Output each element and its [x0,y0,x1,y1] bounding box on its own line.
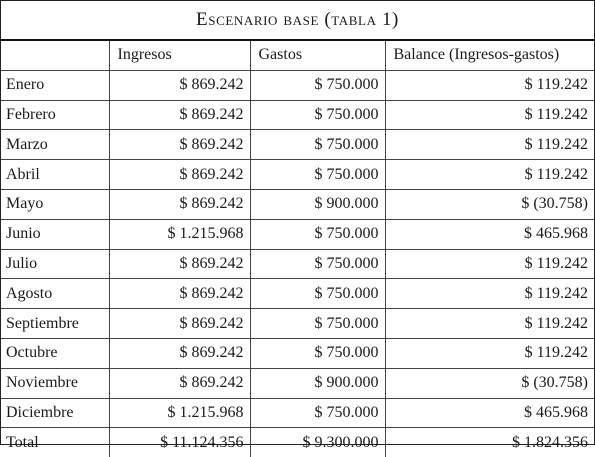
row-balance-cell: $ 119.242 [384,70,594,101]
header-balance: Balance (Ingresos-gastos) [384,41,594,71]
row-gastos-cell: $ 750.000 [249,219,385,250]
table-row: Agosto $ 869.242 $ 750.000 $ 119.242 [1,278,594,310]
header-gastos: Gastos [249,41,385,71]
table-row: Octubre $ 869.242 $ 750.000 $ 119.242 [1,338,594,369]
table-row: Junio $ 1.215.968 $ 750.000 $ 465.968 [1,219,594,250]
row-month-cell: Octubre [1,338,109,369]
row-ingresos-cell: $ 869.242 [108,189,250,220]
row-month-cell: Mayo [1,189,109,220]
row-ingresos-cell: $ 869.242 [108,338,250,369]
row-balance-cell: $ 119.242 [384,159,594,190]
table-row: Diciembre $ 1.215.968 $ 750.000 $ 465.968 [1,398,594,429]
row-ingresos-cell: $ 1.215.968 [108,219,250,250]
table-row: Septiembre $ 869.242 $ 750.000 $ 119.242 [1,308,594,339]
row-ingresos-cell: $ 1.215.968 [108,398,250,429]
row-month-cell: Julio [1,249,109,280]
row-month-cell: Noviembre [1,368,109,399]
row-ingresos-cell: $ 869.242 [108,100,250,131]
row-month-cell: Septiembre [1,308,109,339]
row-balance-cell: $ 119.242 [384,249,594,280]
row-gastos-cell: $ 750.000 [249,129,385,161]
row-balance-cell: $ (30.758) [384,368,594,399]
row-gastos-cell: $ 750.000 [249,338,385,369]
table-row: Julio $ 869.242 $ 750.000 $ 119.242 [1,249,594,280]
header-ingresos: Ingresos [108,41,250,71]
budget-table: Ingresos Gastos Balance (Ingresos-gastos… [1,41,594,457]
header-row: Ingresos Gastos Balance (Ingresos-gastos… [1,41,594,71]
row-month-cell: Agosto [1,278,109,310]
row-month-cell: Enero [1,70,109,101]
row-ingresos-cell: $ 869.242 [108,129,250,161]
row-gastos-cell: $ 750.000 [249,278,385,310]
row-balance-cell: $ 119.242 [384,129,594,161]
table-row: Enero $ 869.242 $ 750.000 $ 119.242 [1,70,594,101]
row-gastos-cell: $ 900.000 [249,189,385,220]
row-gastos-cell: $ 900.000 [249,368,385,399]
row-month-cell: Junio [1,219,109,250]
row-gastos-cell: $ 750.000 [249,70,385,101]
row-month-cell: Abril [1,159,109,190]
row-month-cell: Diciembre [1,398,109,429]
table-title: Escenario base (tabla 1) [1,1,594,41]
row-month-cell: Total [6,433,39,451]
row-ingresos-cell: $ 869.242 [108,278,250,310]
row-gastos-cell: $ 750.000 [249,159,385,190]
table-row: Marzo $ 869.242 $ 750.000 $ 119.242 [1,129,594,161]
header-month [1,41,109,71]
table-row: Mayo $ 869.242 $ 900.000 $ (30.758) [1,189,594,220]
table-row: Abril $ 869.242 $ 750.000 $ 119.242 [1,159,594,190]
row-ingresos-cell: $ 869.242 [108,70,250,101]
row-gastos-cell: $ 750.000 [249,308,385,339]
row-balance-cell: $ 119.242 [384,338,594,369]
row-ingresos-cell: $ 869.242 [108,249,250,280]
row-balance-cell: $ 465.968 [384,398,594,429]
row-gastos-cell: $ 750.000 [249,398,385,429]
row-gastos-cell: $ 750.000 [249,249,385,280]
row-balance-cell: $ 119.242 [384,100,594,131]
row-ingresos-cell: $ 869.242 [108,159,250,190]
row-balance-cell: $ 1.824.356 [384,427,594,457]
table-row: Febrero $ 869.242 $ 750.000 $ 119.242 [1,100,594,131]
row-ingresos-cell: $ 869.242 [108,308,250,339]
row-balance-cell: $ 119.242 [384,308,594,339]
row-balance-cell: $ 465.968 [384,219,594,250]
row-gastos-cell: $ 9.300.000 [249,427,385,457]
row-ingresos-cell: $ 11.124.356 [108,427,250,457]
row-ingresos-cell: $ 869.242 [108,368,250,399]
table-row: Noviembre $ 869.242 $ 900.000 $ (30.758) [1,368,594,399]
total-row: Total $ 11.124.356 $ 9.300.000 $ 1.824.356 [1,427,594,457]
row-month-cell: Marzo [1,129,109,161]
row-gastos-cell: $ 750.000 [249,100,385,131]
row-balance-cell: $ (30.758) [384,189,594,220]
row-month-cell: Febrero [1,100,109,131]
row-balance-cell: $ 119.242 [384,278,594,310]
